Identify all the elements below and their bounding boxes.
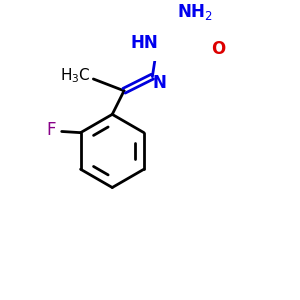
Text: HN: HN [130, 34, 158, 52]
Text: F: F [46, 121, 56, 139]
Text: H$_3$C: H$_3$C [60, 66, 91, 85]
Text: O: O [211, 40, 226, 58]
Text: NH$_2$: NH$_2$ [177, 2, 213, 22]
Text: N: N [152, 74, 167, 92]
